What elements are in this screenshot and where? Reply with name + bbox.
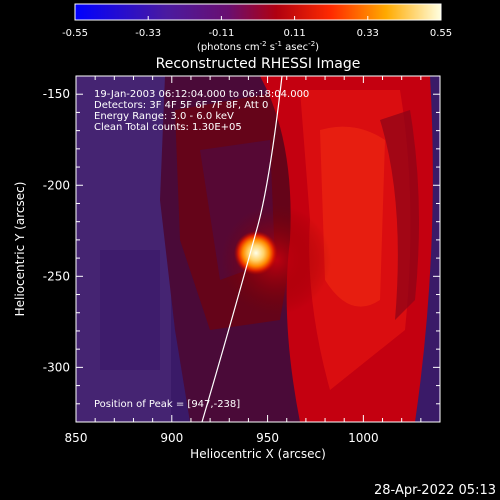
info-line-0: 19-Jan-2003 06:12:04.000 to 06:18:04.000	[94, 89, 309, 100]
info-line-2: Energy Range: 3.0 - 6.0 keV	[94, 111, 234, 122]
y-tick-label: -150	[43, 87, 70, 101]
colorbar-ticks: -0.55 -0.33 -0.11 0.11 0.33 0.55	[62, 16, 452, 39]
x-tick-label: 900	[160, 431, 183, 445]
colorbar-tick-label: -0.55	[62, 28, 88, 39]
colorbar-tick-label: -0.11	[208, 28, 234, 39]
colorbar	[74, 3, 442, 21]
timestamp: 28-Apr-2022 05:13	[374, 483, 496, 498]
plot-title: Reconstructed RHESSI Image	[156, 56, 361, 72]
colorbar-tick-label: -0.33	[135, 28, 161, 39]
info-line-3: Clean Total counts: 1.30E+05	[94, 122, 242, 133]
image-frame	[75, 75, 441, 423]
colorbar-tick-label: 0.55	[430, 28, 452, 39]
y-tick-label: -300	[43, 360, 70, 374]
y-tick-label: -200	[43, 178, 70, 192]
colorbar-tick-label: 0.33	[357, 28, 379, 39]
y-axis-label: Heliocentric Y (arcsec)	[13, 182, 27, 317]
peak-source	[234, 231, 278, 275]
y-axis-ticks: -150 -200 -250 -300	[43, 75, 440, 423]
image-area	[76, 76, 440, 422]
x-axis-label: Heliocentric X (arcsec)	[190, 447, 326, 461]
colorbar-tick-label: 0.11	[283, 28, 305, 39]
info-line-1: Detectors: 3F 4F 5F 6F 7F 8F, Att 0	[94, 100, 268, 111]
x-axis-ticks: 850 900 950 1000	[65, 76, 441, 445]
x-tick-label: 950	[256, 431, 279, 445]
peak-label: Position of Peak = [947,-238]	[94, 399, 240, 410]
y-tick-label: -250	[43, 269, 70, 283]
colorbar-units: (photons cm-2 s-1 asec-2)	[197, 40, 319, 53]
x-tick-label: 850	[65, 431, 88, 445]
solar-limb	[201, 76, 283, 422]
x-tick-label: 1000	[348, 431, 379, 445]
